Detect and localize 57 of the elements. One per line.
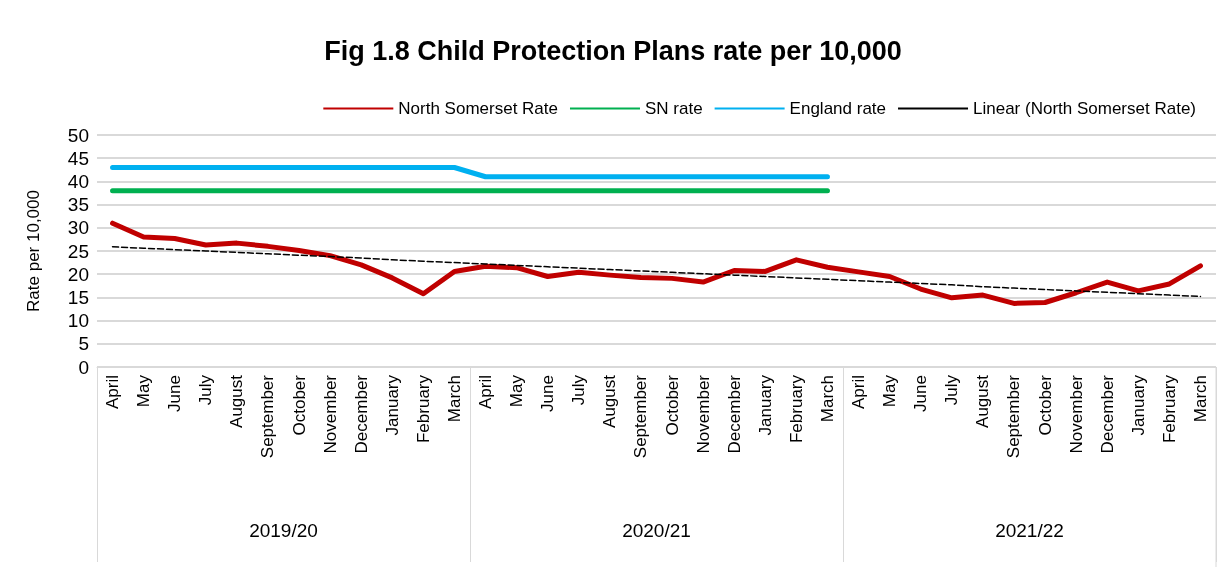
x-tick-label: July <box>569 374 589 406</box>
x-tick-label: May <box>880 374 900 408</box>
x-tick-label: August <box>600 374 620 428</box>
x-tick-label: August <box>973 374 993 428</box>
x-tick-label: October <box>289 374 309 436</box>
x-tick-label: February <box>786 374 806 444</box>
x-tick-label: December <box>1097 374 1117 454</box>
y-tick-label: 5 <box>78 333 89 355</box>
line-series <box>111 246 1202 298</box>
x-tick-label: September <box>258 374 278 459</box>
y-axis-title: Rate per 10,000 <box>24 190 43 312</box>
x-tick-label: December <box>351 374 371 454</box>
x-tick-label: March <box>444 375 464 423</box>
x-tick-label: September <box>631 374 651 459</box>
chart-title: Fig 1.8 Child Protection Plans rate per 10,000 <box>324 35 902 66</box>
x-tick-label: April <box>476 375 496 410</box>
legend-label: England rate <box>789 99 887 118</box>
legend-label: North Somerset Rate <box>398 99 558 118</box>
y-tick-label: 10 <box>67 310 89 332</box>
x-tick-label: April <box>849 375 869 410</box>
x-tick-label: June <box>911 375 931 412</box>
text: 2019/20 <box>249 519 318 541</box>
legend-label: Linear (North Somerset Rate) <box>973 99 1197 118</box>
y-tick-label: 50 <box>67 124 89 146</box>
x-tick-label: March <box>817 375 837 423</box>
x-tick-label: May <box>134 374 154 408</box>
y-tick-label: 25 <box>67 240 89 262</box>
y-tick-label: 0 <box>78 356 89 378</box>
x-tick-label: August <box>227 374 247 428</box>
x-tick-label: November <box>320 374 340 454</box>
x-tick-label: November <box>693 374 713 454</box>
y-tick-label: 15 <box>67 286 89 308</box>
x-tick-label: June <box>165 375 185 412</box>
x-tick-label: May <box>507 374 527 408</box>
x-tick-label: July <box>196 374 216 406</box>
legend-label: SN rate <box>644 99 703 118</box>
x-tick-label: March <box>1190 375 1210 423</box>
x-tick-label: January <box>755 374 775 436</box>
y-tick-label: 40 <box>67 170 89 192</box>
x-tick-label: February <box>413 374 433 444</box>
y-tick-label: 45 <box>67 147 89 169</box>
y-tick-label: 20 <box>67 263 89 285</box>
x-tick-label: November <box>1066 374 1086 454</box>
y-tick-label: 30 <box>67 217 89 239</box>
x-tick-label: April <box>103 375 123 410</box>
x-tick-label: October <box>662 374 682 436</box>
x-tick-label: January <box>1128 374 1148 436</box>
x-tick-label: September <box>1004 374 1024 459</box>
x-tick-label: February <box>1159 374 1179 444</box>
x-tick-label: July <box>942 374 962 406</box>
y-tick-label: 35 <box>67 194 89 216</box>
text: 2020/21 <box>622 519 691 541</box>
x-tick-label: October <box>1035 374 1055 436</box>
x-tick-label: June <box>538 375 558 412</box>
x-tick-label: January <box>382 374 402 436</box>
text: 2021/22 <box>995 519 1064 541</box>
x-tick-label: December <box>724 374 744 454</box>
